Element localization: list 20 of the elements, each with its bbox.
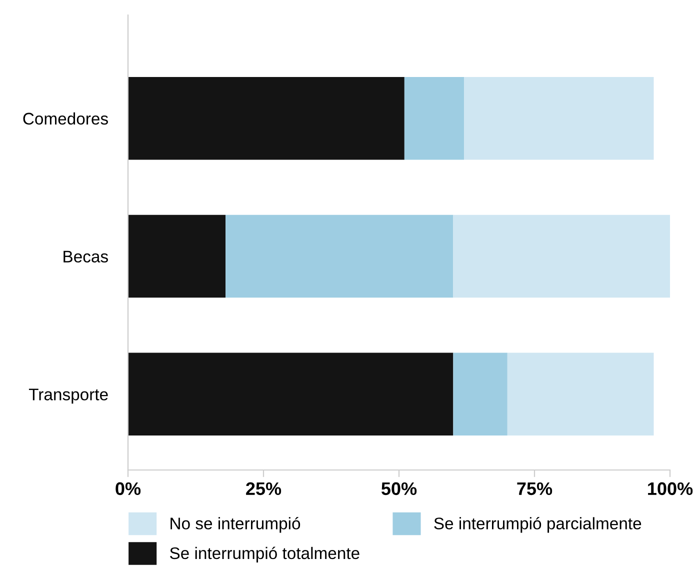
x-tick-label: 100% — [648, 482, 693, 496]
bar — [226, 214, 454, 298]
x-tick-label: 0% — [116, 482, 141, 496]
bar — [453, 214, 670, 298]
bar — [404, 77, 464, 160]
legend-label: No se interrumpió — [170, 516, 300, 533]
bar — [453, 352, 508, 436]
bar — [128, 214, 226, 298]
y-tick-label: Transporte — [28, 388, 108, 404]
y-tick-label: Comedores — [23, 112, 108, 125]
bar — [128, 77, 404, 160]
bar — [507, 352, 654, 436]
x-tick-label: 50% — [381, 482, 417, 496]
bar — [464, 77, 654, 160]
x-tick-label: 25% — [246, 482, 282, 496]
y-tick-label: Becas — [64, 250, 108, 262]
legend-label: Se interrumpió totalmente — [170, 546, 360, 562]
bar — [128, 352, 454, 436]
legend-label: Se interrumpió parcialmente — [434, 516, 642, 533]
x-tick-label: 75% — [517, 482, 552, 496]
